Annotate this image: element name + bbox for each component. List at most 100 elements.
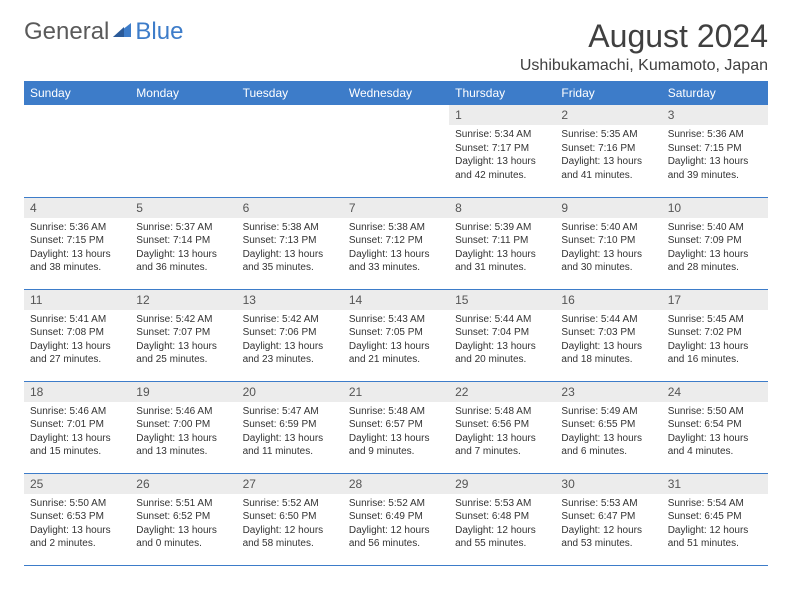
day-details: Sunrise: 5:46 AMSunset: 7:00 PMDaylight:… [130,402,236,464]
day-details: Sunrise: 5:38 AMSunset: 7:12 PMDaylight:… [343,218,449,280]
calendar-day-cell: 21Sunrise: 5:48 AMSunset: 6:57 PMDayligh… [343,381,449,473]
sunset-text: Sunset: 7:12 PM [349,234,443,248]
day-number: 13 [237,290,343,310]
daylight-text-2: and 11 minutes. [243,445,337,459]
daylight-text-1: Daylight: 13 hours [30,524,124,538]
daylight-text-2: and 41 minutes. [561,169,655,183]
daylight-text-2: and 16 minutes. [668,353,762,367]
sunset-text: Sunset: 6:59 PM [243,418,337,432]
day-number: 23 [555,382,661,402]
daylight-text-1: Daylight: 13 hours [349,248,443,262]
calendar-day-cell: 9Sunrise: 5:40 AMSunset: 7:10 PMDaylight… [555,197,661,289]
sunset-text: Sunset: 7:04 PM [455,326,549,340]
day-details: Sunrise: 5:40 AMSunset: 7:10 PMDaylight:… [555,218,661,280]
sunrise-text: Sunrise: 5:46 AM [30,405,124,419]
daylight-text-1: Daylight: 13 hours [668,155,762,169]
daylight-text-2: and 6 minutes. [561,445,655,459]
calendar-page: General Blue August 2024 Ushibukamachi, … [0,0,792,584]
sunrise-text: Sunrise: 5:51 AM [136,497,230,511]
sunset-text: Sunset: 6:55 PM [561,418,655,432]
day-details: Sunrise: 5:45 AMSunset: 7:02 PMDaylight:… [662,310,768,372]
day-details: Sunrise: 5:43 AMSunset: 7:05 PMDaylight:… [343,310,449,372]
daylight-text-1: Daylight: 13 hours [136,432,230,446]
day-details: Sunrise: 5:42 AMSunset: 7:07 PMDaylight:… [130,310,236,372]
calendar-day-cell [343,105,449,197]
day-details: Sunrise: 5:51 AMSunset: 6:52 PMDaylight:… [130,494,236,556]
day-number: 20 [237,382,343,402]
sunset-text: Sunset: 7:07 PM [136,326,230,340]
day-number: 7 [343,198,449,218]
daylight-text-2: and 15 minutes. [30,445,124,459]
day-number: 8 [449,198,555,218]
sunset-text: Sunset: 7:03 PM [561,326,655,340]
calendar-day-cell: 10Sunrise: 5:40 AMSunset: 7:09 PMDayligh… [662,197,768,289]
sunrise-text: Sunrise: 5:49 AM [561,405,655,419]
calendar-day-cell: 20Sunrise: 5:47 AMSunset: 6:59 PMDayligh… [237,381,343,473]
day-details: Sunrise: 5:53 AMSunset: 6:48 PMDaylight:… [449,494,555,556]
day-number: 27 [237,474,343,494]
daylight-text-2: and 27 minutes. [30,353,124,367]
daylight-text-2: and 7 minutes. [455,445,549,459]
calendar-body: 1Sunrise: 5:34 AMSunset: 7:17 PMDaylight… [24,105,768,565]
sunset-text: Sunset: 7:15 PM [30,234,124,248]
daylight-text-1: Daylight: 13 hours [455,340,549,354]
sunrise-text: Sunrise: 5:53 AM [561,497,655,511]
calendar-day-cell: 6Sunrise: 5:38 AMSunset: 7:13 PMDaylight… [237,197,343,289]
day-number: 1 [449,105,555,125]
daylight-text-2: and 13 minutes. [136,445,230,459]
sunrise-text: Sunrise: 5:45 AM [668,313,762,327]
day-details: Sunrise: 5:48 AMSunset: 6:56 PMDaylight:… [449,402,555,464]
sunrise-text: Sunrise: 5:35 AM [561,128,655,142]
calendar-day-cell: 12Sunrise: 5:42 AMSunset: 7:07 PMDayligh… [130,289,236,381]
sunset-text: Sunset: 6:49 PM [349,510,443,524]
sunset-text: Sunset: 7:10 PM [561,234,655,248]
day-number: 5 [130,198,236,218]
calendar-day-cell: 2Sunrise: 5:35 AMSunset: 7:16 PMDaylight… [555,105,661,197]
calendar-day-cell: 26Sunrise: 5:51 AMSunset: 6:52 PMDayligh… [130,473,236,565]
daylight-text-2: and 4 minutes. [668,445,762,459]
weekday-header: Saturday [662,81,768,105]
calendar-day-cell [24,105,130,197]
logo: General Blue [24,18,183,46]
sunrise-text: Sunrise: 5:38 AM [243,221,337,235]
calendar-table: Sunday Monday Tuesday Wednesday Thursday… [24,81,768,566]
calendar-day-cell: 4Sunrise: 5:36 AMSunset: 7:15 PMDaylight… [24,197,130,289]
daylight-text-1: Daylight: 13 hours [455,432,549,446]
sunset-text: Sunset: 7:11 PM [455,234,549,248]
daylight-text-1: Daylight: 13 hours [561,155,655,169]
sunrise-text: Sunrise: 5:37 AM [136,221,230,235]
day-number: 10 [662,198,768,218]
day-number: 28 [343,474,449,494]
daylight-text-1: Daylight: 13 hours [668,340,762,354]
day-details: Sunrise: 5:40 AMSunset: 7:09 PMDaylight:… [662,218,768,280]
daylight-text-1: Daylight: 13 hours [349,340,443,354]
calendar-day-cell: 25Sunrise: 5:50 AMSunset: 6:53 PMDayligh… [24,473,130,565]
sunset-text: Sunset: 6:57 PM [349,418,443,432]
calendar-day-cell: 14Sunrise: 5:43 AMSunset: 7:05 PMDayligh… [343,289,449,381]
calendar-day-cell: 1Sunrise: 5:34 AMSunset: 7:17 PMDaylight… [449,105,555,197]
sunset-text: Sunset: 6:54 PM [668,418,762,432]
daylight-text-1: Daylight: 13 hours [561,340,655,354]
daylight-text-1: Daylight: 13 hours [668,248,762,262]
weekday-header: Tuesday [237,81,343,105]
daylight-text-2: and 38 minutes. [30,261,124,275]
daylight-text-1: Daylight: 13 hours [455,248,549,262]
sunset-text: Sunset: 7:06 PM [243,326,337,340]
weekday-header: Friday [555,81,661,105]
month-year-title: August 2024 [520,18,768,55]
daylight-text-1: Daylight: 12 hours [349,524,443,538]
day-details: Sunrise: 5:37 AMSunset: 7:14 PMDaylight:… [130,218,236,280]
day-details: Sunrise: 5:53 AMSunset: 6:47 PMDaylight:… [555,494,661,556]
sunrise-text: Sunrise: 5:48 AM [455,405,549,419]
day-details: Sunrise: 5:50 AMSunset: 6:53 PMDaylight:… [24,494,130,556]
day-number: 14 [343,290,449,310]
sunrise-text: Sunrise: 5:52 AM [349,497,443,511]
day-details: Sunrise: 5:36 AMSunset: 7:15 PMDaylight:… [662,125,768,187]
sunrise-text: Sunrise: 5:44 AM [561,313,655,327]
daylight-text-2: and 21 minutes. [349,353,443,367]
sunrise-text: Sunrise: 5:42 AM [136,313,230,327]
daylight-text-1: Daylight: 13 hours [455,155,549,169]
sunset-text: Sunset: 7:01 PM [30,418,124,432]
logo-text-general: General [24,18,109,46]
daylight-text-1: Daylight: 13 hours [561,432,655,446]
